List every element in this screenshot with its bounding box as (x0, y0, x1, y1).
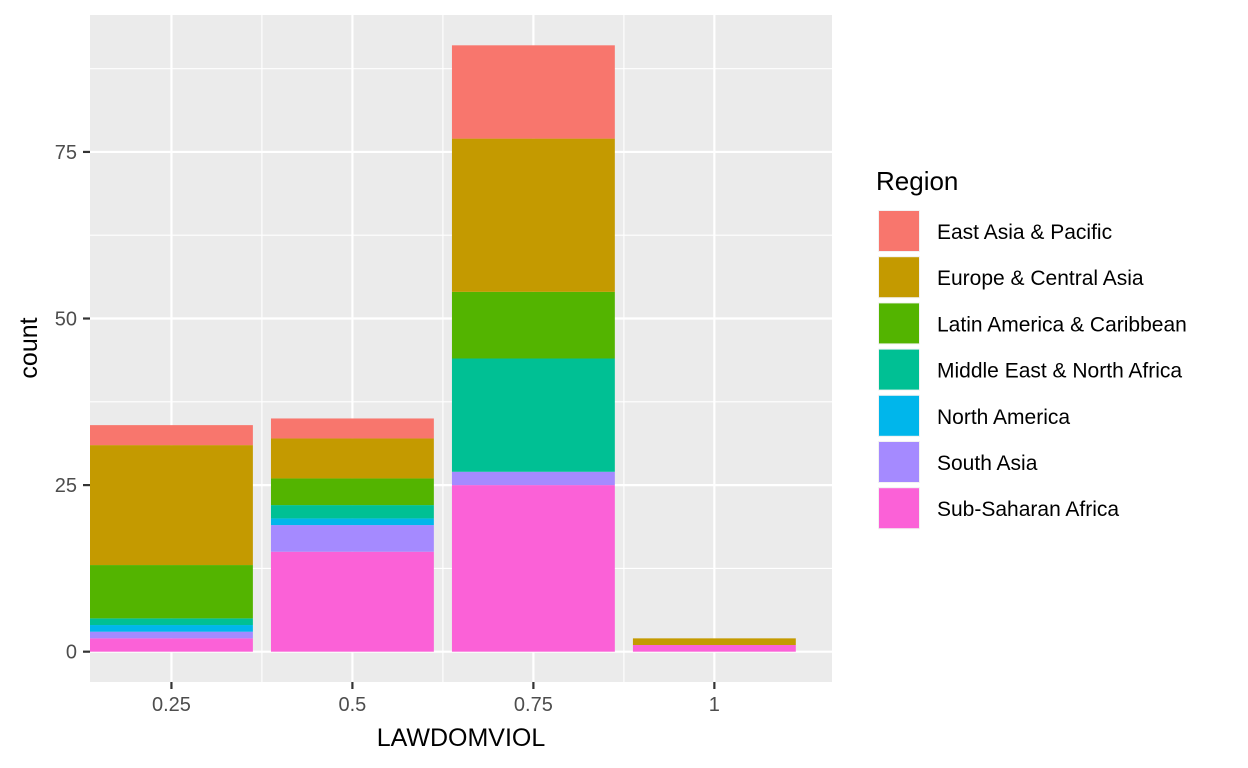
bar-segment-0-75-europe-central-asia (451, 138, 615, 292)
bar-segment-0-5-east-asia-pacific (270, 418, 434, 439)
bar-segment-0-5-north-america (270, 518, 434, 526)
bar-segment-0-75-south-asia (451, 471, 615, 486)
x-tick-label: 0.5 (339, 694, 367, 716)
bar-segment-0-5-latin-america-caribbean (270, 478, 434, 506)
bar-segment-0-25-south-asia (90, 631, 253, 639)
y-axis-title: count (15, 317, 43, 378)
bar-segment-0-75-latin-america-caribbean (451, 291, 615, 359)
x-tick-label: 0.75 (514, 694, 553, 716)
bar-segment-0-75-middle-east-north-africa (451, 358, 615, 472)
bar-segment-0-25-east-asia-pacific (90, 425, 253, 446)
y-tick-label: 50 (55, 309, 77, 331)
y-tick-label: 0 (66, 642, 77, 664)
legend-label-latin-america-caribbean: Latin America & Caribbean (937, 313, 1187, 336)
legend-label-middle-east-north-africa: Middle East & North Africa (937, 360, 1182, 383)
bar-segment-1-europe-central-asia (632, 638, 796, 646)
y-tick-label: 75 (55, 142, 77, 164)
bars (90, 45, 796, 652)
bar-segment-0-25-europe-central-asia (90, 445, 253, 566)
bar-segment-1-sub-saharan-africa (632, 645, 796, 652)
x-tick-label: 0.25 (152, 694, 191, 716)
x-tick-label: 1 (709, 694, 720, 716)
bar-segment-0-75-sub-saharan-africa (451, 485, 615, 652)
bar-segment-0-25-latin-america-caribbean (90, 565, 253, 619)
x-axis-title: LAWDOMVIOL (377, 724, 546, 752)
legend-key-south-asia (879, 442, 919, 482)
bar-segment-0-25-sub-saharan-africa (90, 638, 253, 652)
bar-segment-0-5-south-asia (270, 525, 434, 552)
legend-key-east-asia-pacific (879, 211, 919, 251)
bar-segment-0-75-east-asia-pacific (451, 45, 615, 139)
bar-segment-0-25-middle-east-north-africa (90, 618, 253, 626)
bar-segment-0-5-sub-saharan-africa (270, 551, 434, 652)
legend-label-south-asia: South Asia (937, 452, 1038, 475)
y-tick-label: 25 (55, 475, 77, 497)
bar-segment-0-5-middle-east-north-africa (270, 505, 434, 519)
legend-key-north-america (879, 395, 919, 436)
legend-key-latin-america-caribbean (879, 303, 919, 344)
legend-label-sub-saharan-africa: Sub-Saharan Africa (937, 498, 1119, 521)
legend-label-north-america: North America (937, 406, 1070, 429)
legend-items: East Asia & Pacific Europe & Central Asia… (878, 210, 1187, 530)
legend-key-sub-saharan-africa (879, 488, 919, 529)
bar-segment-0-25-north-america (90, 625, 253, 632)
bar-segment-0-5-europe-central-asia (270, 438, 434, 479)
legend-label-europe-central-asia: Europe & Central Asia (937, 267, 1144, 290)
legend-key-europe-central-asia (879, 257, 919, 298)
legend-key-middle-east-north-africa (879, 349, 919, 390)
legend-label-east-asia-pacific: East Asia & Pacific (937, 221, 1112, 244)
legend-title: Region (876, 166, 958, 196)
y-axis: 0 25 50 75 (55, 142, 90, 664)
legend: Region East Asia & Pacific Europe & Centr… (876, 166, 1187, 530)
x-axis: 0.25 0.5 0.75 1 (152, 682, 720, 716)
